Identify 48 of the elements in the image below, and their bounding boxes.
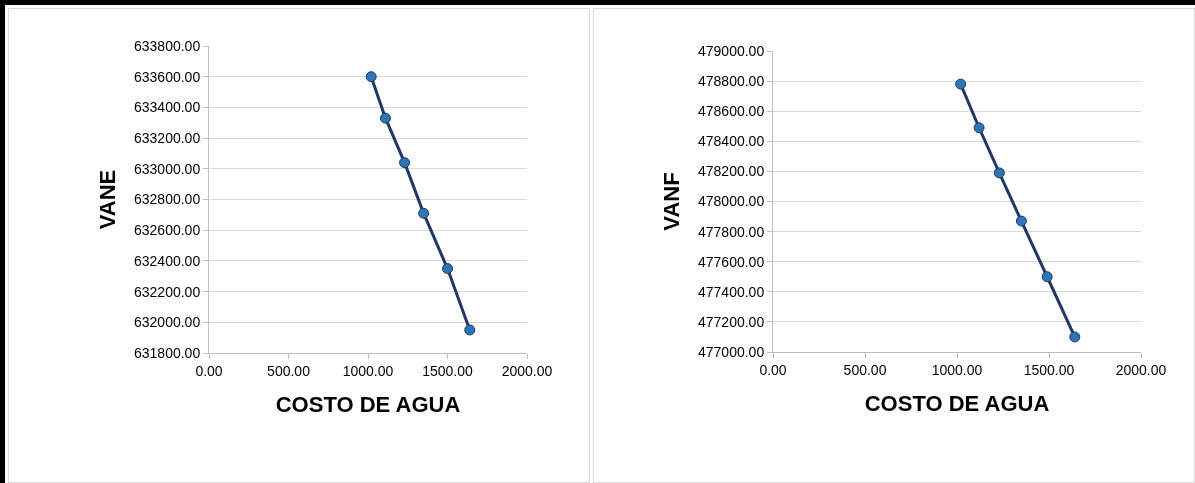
point	[399, 157, 411, 169]
y-tick-label: 477200.00	[698, 313, 765, 330]
y-tick-label: 631800.00	[134, 344, 201, 361]
point	[365, 71, 377, 83]
y-tick-label: 632200.00	[134, 283, 201, 300]
x-tick-label: 0.00	[195, 362, 223, 379]
point	[993, 167, 1005, 179]
point	[973, 122, 985, 134]
x-tick-label: 1500.00	[422, 362, 474, 379]
point	[418, 207, 430, 219]
x-tick-label: 1000.00	[342, 362, 394, 379]
y-tick-label: 632400.00	[134, 252, 201, 269]
x-axis-title: COSTO DE AGUA	[864, 390, 1050, 416]
y-tick-label: 633400.00	[134, 99, 201, 116]
point	[1041, 271, 1053, 283]
y-tick-label: 478400.00	[698, 133, 765, 150]
point	[1069, 331, 1081, 343]
x-tick-label: 500.00	[267, 362, 311, 379]
y-axis-title: VANE	[94, 169, 120, 230]
y-tick-label: 633800.00	[134, 37, 201, 54]
x-tick-label: 0.00	[759, 361, 787, 378]
point	[379, 112, 391, 124]
y-tick-label: 633000.00	[134, 160, 201, 177]
y-axis-title: VANF	[658, 172, 684, 231]
y-tick-label: 632600.00	[134, 222, 201, 239]
y-tick-label: 477600.00	[698, 253, 765, 270]
y-tick-label: 632000.00	[134, 314, 201, 331]
y-tick-label: 632800.00	[134, 191, 201, 208]
point	[464, 324, 476, 336]
y-tick-label: 477000.00	[698, 343, 765, 360]
point	[442, 263, 453, 275]
x-tick-label: 1000.00	[931, 361, 983, 378]
x-tick-label: 500.00	[843, 361, 887, 378]
y-tick-label: 478200.00	[698, 163, 765, 180]
y-tick-label: 478600.00	[698, 103, 765, 120]
y-tick-label: 633600.00	[134, 68, 201, 85]
y-tick-label: 478000.00	[698, 193, 765, 210]
y-tick-label: 478800.00	[698, 73, 765, 89]
x-tick-label: 1500.00	[1023, 361, 1075, 378]
y-tick-label: 477400.00	[698, 283, 765, 300]
y-tick-label: 477800.00	[698, 223, 765, 240]
x-tick-label: 2000.00	[1115, 361, 1167, 378]
point	[1015, 215, 1027, 227]
x-axis-title: COSTO DE AGUA	[275, 391, 461, 417]
y-tick-label: 479000.00	[698, 42, 765, 59]
y-tick-label: 633200.00	[134, 130, 201, 146]
point	[955, 78, 967, 90]
x-tick-label: 2000.00	[501, 362, 553, 379]
